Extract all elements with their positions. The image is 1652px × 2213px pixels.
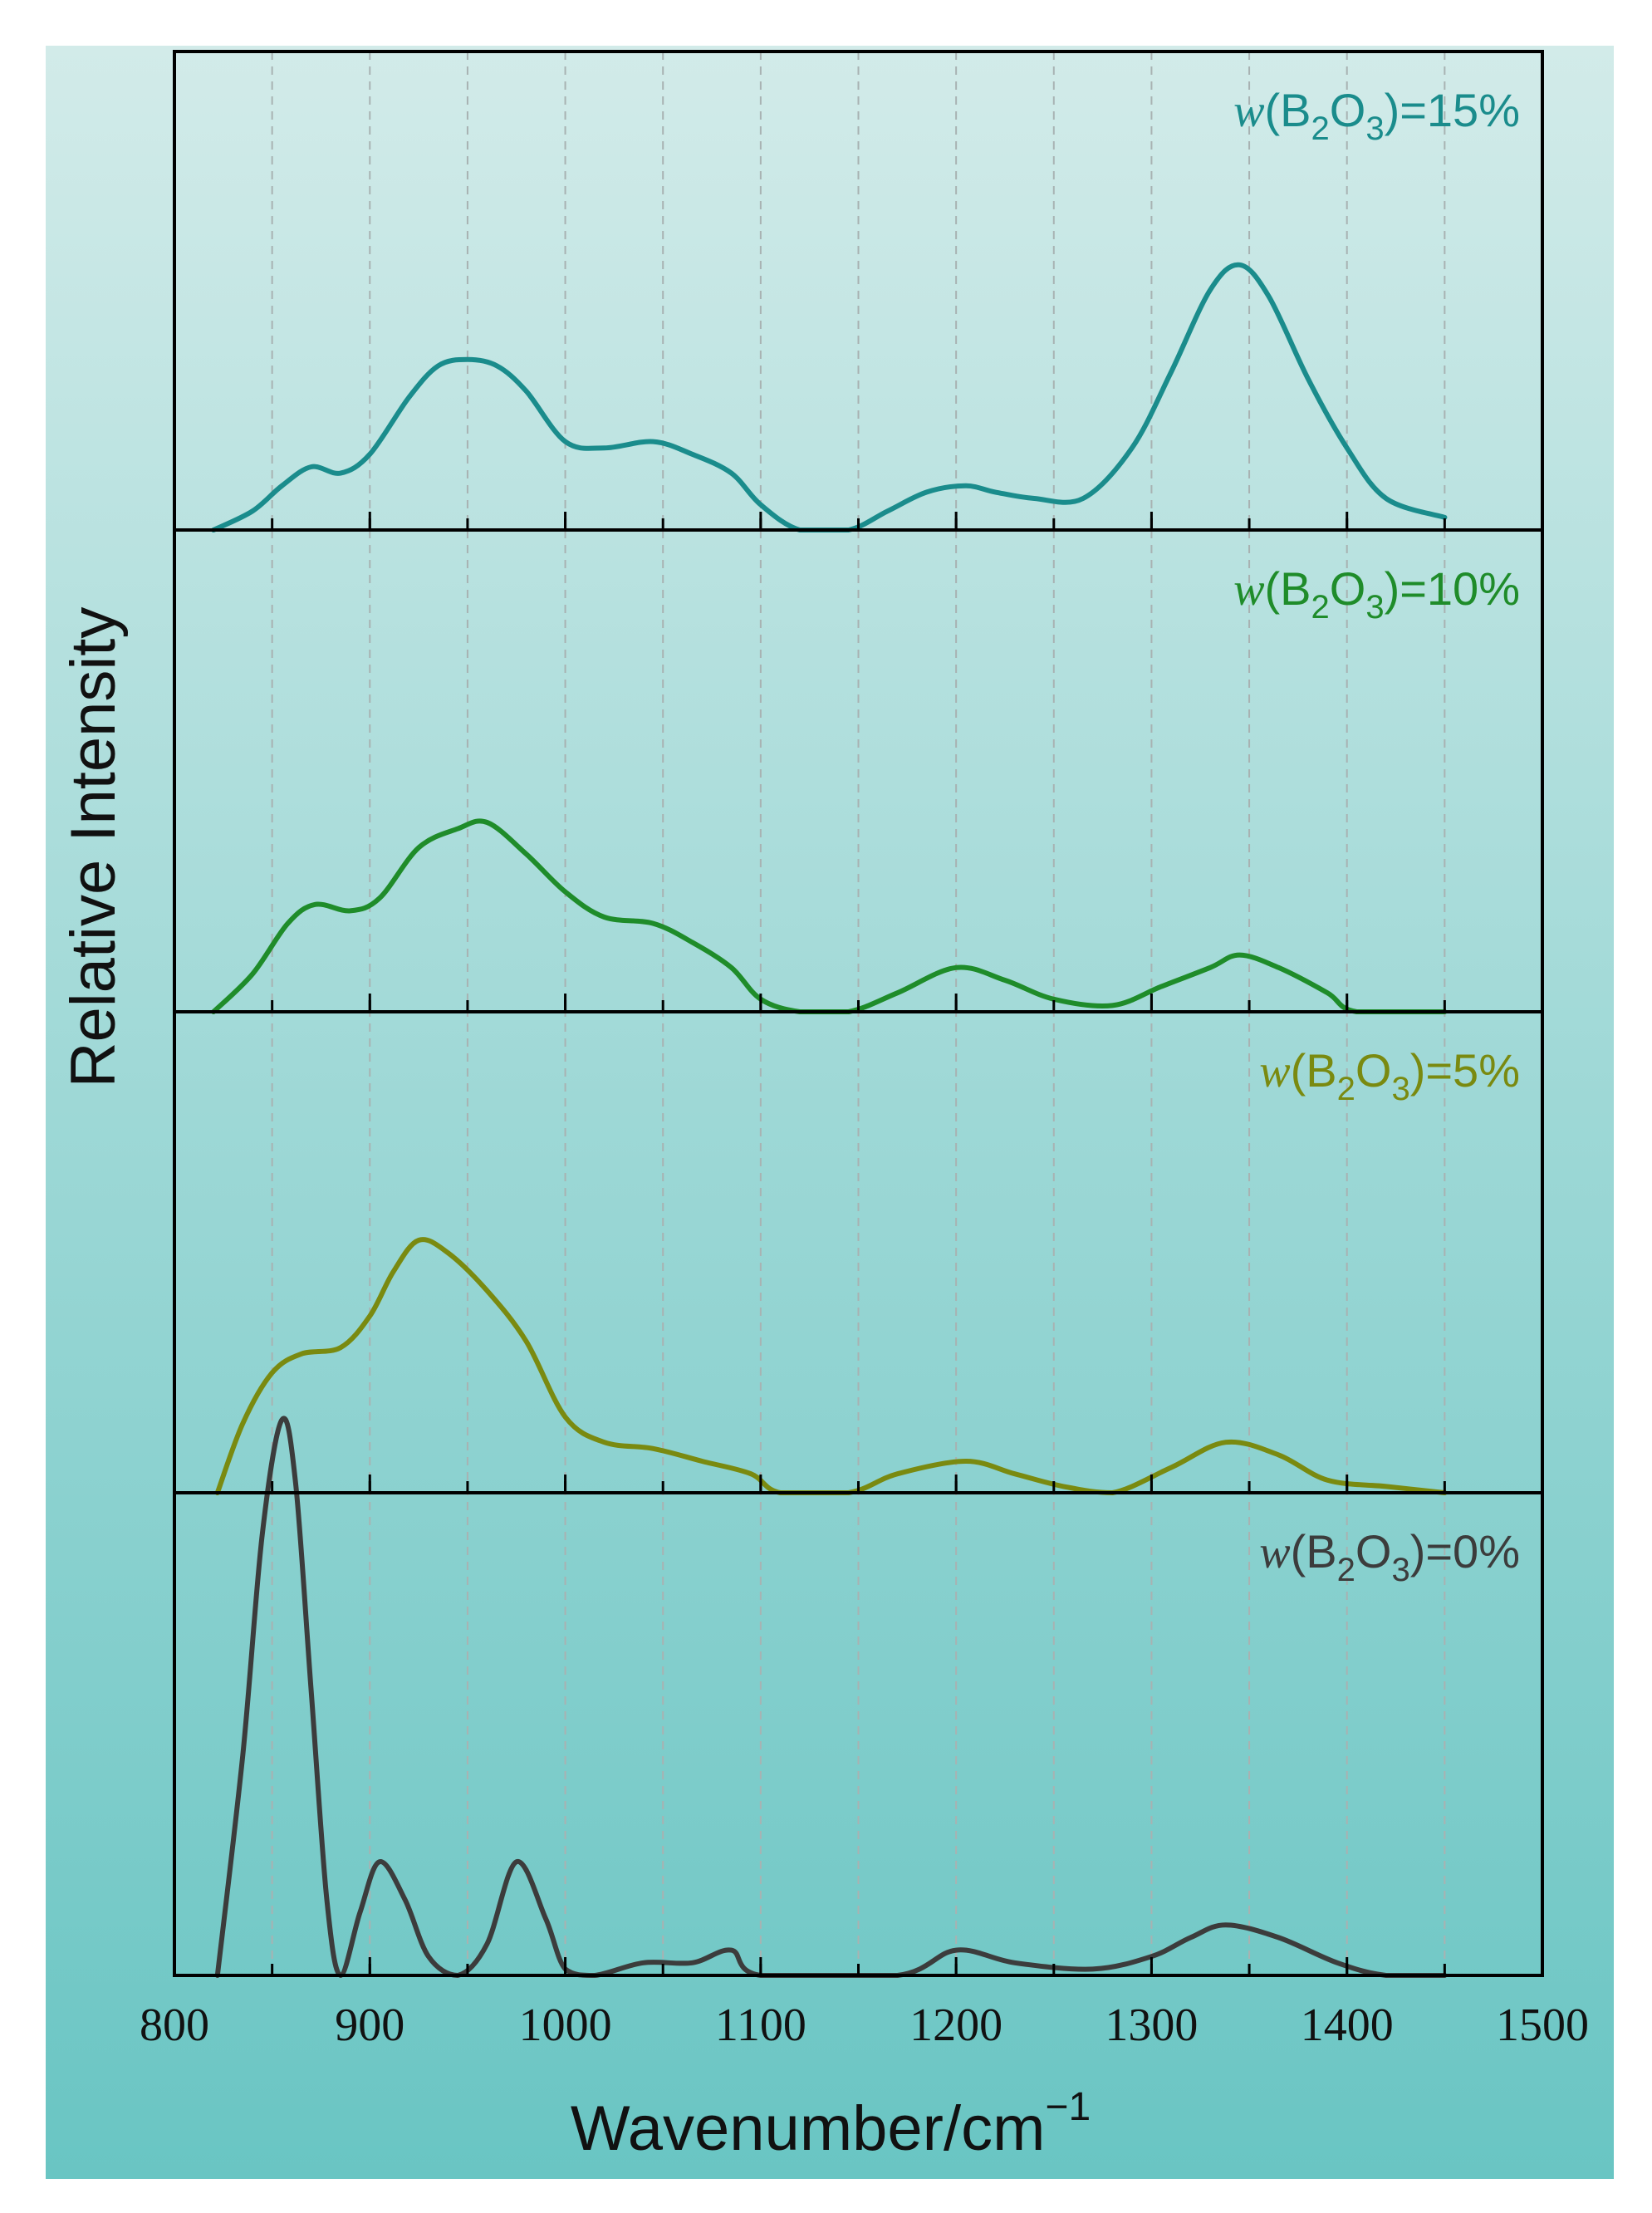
panel-label-open: (B (1265, 562, 1311, 615)
x-axis-title-superscript: −1 (1045, 2085, 1091, 2129)
panel-label-sub2: 3 (1365, 589, 1384, 626)
panel-label-1: w(B2O3)=15% (1233, 84, 1520, 147)
panel-label-3: w(B2O3)=5% (1259, 1044, 1520, 1107)
panel-label-var: w (1259, 1046, 1290, 1097)
panel-label-open: (B (1291, 1525, 1337, 1578)
panel-label-2: w(B2O3)=10% (1233, 562, 1520, 626)
x-tick-label-1000: 1000 (519, 2000, 612, 2051)
series-line-4 (214, 1416, 1448, 1979)
panel-label-var: w (1259, 1527, 1290, 1578)
panel-label-sub2: 3 (1391, 1552, 1409, 1588)
y-axis-title: Relative Intensity (58, 607, 129, 1088)
panel-label-4: w(B2O3)=0% (1259, 1525, 1520, 1588)
x-tick-label-1100: 1100 (715, 2000, 806, 2051)
panel-label-close: )=15% (1385, 84, 1520, 136)
x-axis-title-group: Wavenumber/cm−1 (571, 2085, 1091, 2164)
x-axis-title: Wavenumber/cm−1 (571, 2085, 1091, 2164)
x-tick-label-900: 900 (335, 2000, 404, 2051)
panel-label-sub1: 2 (1337, 1552, 1355, 1588)
panel-label-sub2: 3 (1365, 110, 1384, 147)
series-line-3 (214, 1237, 1448, 1496)
x-tick-label-1500: 1500 (1496, 2000, 1589, 2051)
chart-background (46, 46, 1614, 2179)
series-line-2 (211, 818, 1448, 1015)
x-axis-title-main: Wavenumber/cm (571, 2093, 1046, 2164)
x-tick-label-1300: 1300 (1105, 2000, 1198, 2051)
x-tick-label-800: 800 (140, 2000, 209, 2051)
panel-label-close: )=10% (1385, 562, 1520, 615)
panel-label-open: (B (1291, 1044, 1337, 1097)
panel-label-var: w (1233, 564, 1264, 616)
panel-label-sub2: 3 (1391, 1071, 1409, 1107)
x-tick-label-1400: 1400 (1301, 2000, 1394, 2051)
panel-label-mid: O (1355, 1525, 1392, 1578)
panel-label-mid: O (1330, 84, 1366, 136)
panel-label-sub1: 2 (1311, 110, 1330, 147)
panel-label-sub1: 2 (1311, 589, 1330, 626)
panel-label-open: (B (1265, 84, 1311, 136)
x-tick-label-1200: 1200 (909, 2000, 1002, 2051)
frame-layer (173, 50, 1544, 1977)
panel-label-mid: O (1330, 562, 1366, 615)
panel-label-mid: O (1355, 1044, 1392, 1097)
panel-label-close: )=5% (1410, 1044, 1520, 1097)
panel-label-close: )=0% (1410, 1525, 1520, 1578)
panel-label-var: w (1233, 86, 1264, 137)
label-layer: w(B2O3)=15%w(B2O3)=10%w(B2O3)=5%w(B2O3)=… (140, 84, 1589, 2051)
panel-label-sub1: 2 (1337, 1071, 1355, 1107)
